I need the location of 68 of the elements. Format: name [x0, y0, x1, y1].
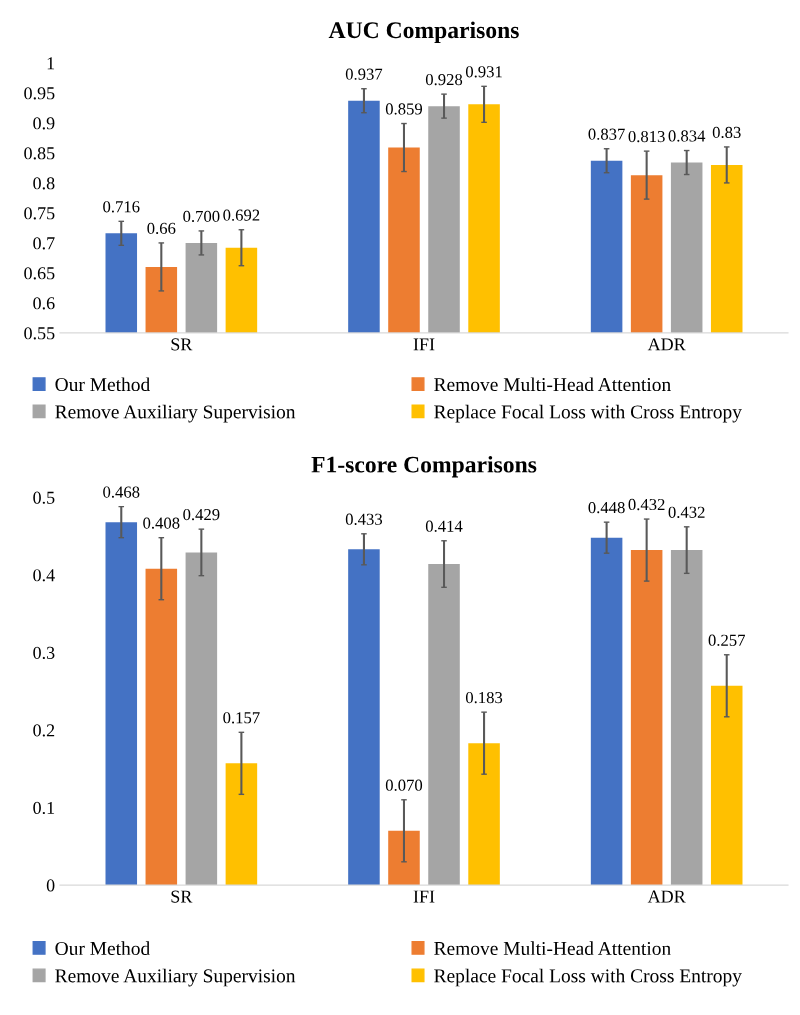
data-label: 0.448 [588, 501, 625, 514]
data-label: 0.837 [588, 128, 625, 140]
y-tick-label: 0.5 [33, 491, 55, 504]
data-label: 0.433 [345, 513, 383, 525]
bar [590, 537, 623, 886]
bar [670, 550, 703, 886]
y-tick-label: 0.8 [33, 177, 55, 190]
data-label: 0.432 [628, 498, 665, 511]
data-label: 0.928 [425, 73, 463, 86]
y-tick-label: 0.55 [24, 327, 55, 340]
legend-label: Remove Multi-Head Attention [434, 941, 671, 956]
legend-label: Our Method [55, 941, 150, 956]
data-label: 0.931 [465, 66, 502, 78]
data-label: 0.716 [103, 201, 140, 213]
data-label: 0.157 [223, 712, 260, 724]
bar [225, 763, 258, 886]
bar [710, 685, 743, 886]
chart-title: AUC Comparisons [328, 21, 519, 43]
bar [630, 550, 663, 886]
bar [185, 552, 218, 886]
bar [468, 743, 500, 886]
data-label: 0.937 [345, 68, 383, 80]
y-tick-label: 1 [47, 57, 55, 70]
y-tick-label: 0.85 [24, 147, 55, 160]
data-label: 0.859 [385, 103, 423, 115]
legend-label: Replace Focal Loss with Cross Entropy [434, 404, 742, 423]
x-tick-label: ADR [647, 890, 686, 903]
y-tick-label: 0.6 [33, 297, 55, 310]
legend-label: Remove Auxiliary Supervision [55, 404, 296, 423]
data-label: 0.432 [668, 506, 705, 518]
bar [348, 549, 380, 886]
y-tick-label: 0.7 [33, 237, 55, 250]
data-label: 0.66 [147, 222, 176, 235]
y-tick-label: 0.65 [24, 267, 55, 280]
legend-label: Remove Multi-Head Attention [434, 377, 671, 392]
data-label: 0.834 [668, 130, 706, 142]
data-label: 0.257 [708, 634, 745, 646]
y-tick-label: 0.1 [33, 801, 55, 815]
data-label: 0.429 [183, 508, 220, 521]
bar [105, 522, 138, 886]
data-label: 0.070 [385, 779, 423, 791]
y-tick-label: 0 [46, 879, 55, 892]
chart-title: F1-score Comparisons [311, 455, 537, 478]
x-tick-label: ADR [647, 338, 686, 351]
legend-label: Our Method [55, 377, 150, 392]
y-tick-label: 0.2 [33, 724, 55, 737]
data-label: 0.83 [712, 126, 741, 139]
y-tick-label: 0.3 [33, 646, 55, 659]
data-label: 0.813 [628, 130, 665, 143]
data-label: 0.692 [223, 209, 260, 221]
data-label: 0.408 [143, 517, 180, 529]
x-tick-label: SR [171, 890, 193, 903]
data-label: 0.414 [425, 520, 463, 532]
data-label: 0.700 [183, 210, 220, 223]
bar [428, 564, 460, 886]
bar [388, 830, 420, 886]
x-tick-label: SR [171, 338, 193, 351]
y-tick-label: 0.4 [33, 569, 55, 582]
bar [145, 568, 178, 886]
x-tick-label: IFI [413, 338, 435, 351]
legend-label: Remove Auxiliary Supervision [55, 968, 296, 987]
data-label: 0.468 [103, 486, 140, 498]
data-label: 0.183 [465, 691, 503, 704]
y-tick-label: 0.75 [24, 207, 55, 220]
legend-label: Replace Focal Loss with Cross Entropy [434, 968, 742, 987]
y-tick-label: 0.95 [24, 87, 55, 100]
x-tick-label: IFI [413, 890, 435, 903]
y-tick-label: 0.9 [33, 117, 55, 130]
